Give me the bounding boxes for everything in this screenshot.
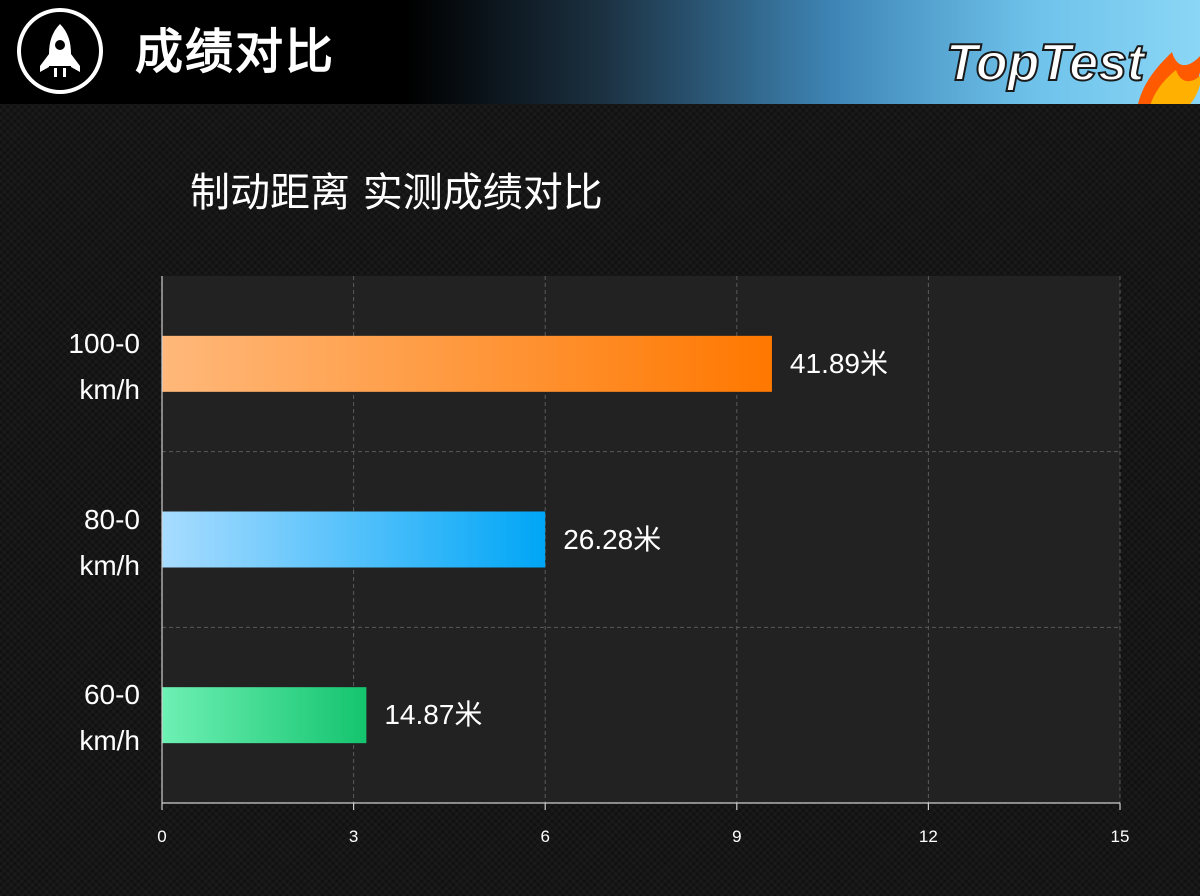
x-tick-label: 3 (348, 827, 359, 846)
data-label: 41.89米 (789, 347, 888, 379)
bar (162, 335, 772, 392)
x-tick-label: 9 (732, 827, 742, 846)
data-label: 14.87米 (384, 699, 483, 731)
category-label: 80-0 (83, 503, 140, 535)
bar (162, 511, 546, 568)
category-unit-label: km/h (79, 725, 140, 757)
x-tick-label: 6 (540, 827, 550, 846)
rocket-icon (17, 8, 103, 94)
bar (162, 687, 367, 744)
x-tick-label: 15 (1110, 827, 1130, 846)
x-tick-label: 0 (157, 827, 167, 846)
data-label: 26.28米 (563, 523, 662, 555)
chart-title: 制动距离 实测成绩对比 (190, 170, 603, 216)
header-bar: 成绩对比 TopTest (0, 0, 1200, 114)
category-unit-label: km/h (79, 549, 140, 581)
toptest-logo: TopTest (940, 14, 1200, 114)
x-tick-label: 12 (918, 827, 938, 846)
category-unit-label: km/h (79, 373, 140, 405)
category-label: 100-0 (68, 327, 140, 359)
page-title: 成绩对比 (135, 24, 336, 80)
logo-text: TopTest (946, 34, 1147, 92)
category-label: 60-0 (83, 679, 140, 711)
